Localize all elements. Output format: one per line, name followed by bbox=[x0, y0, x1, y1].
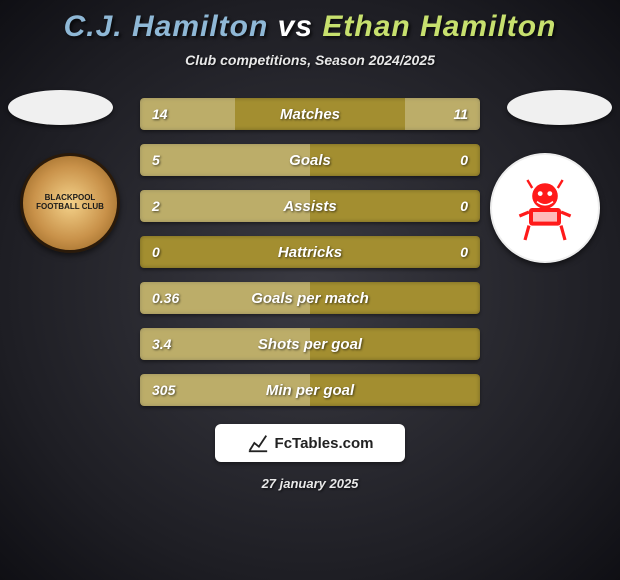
stat-label: Shots per goal bbox=[140, 328, 480, 360]
stat-row: 2Assists0 bbox=[140, 190, 480, 222]
player2-name: Ethan Hamilton bbox=[322, 10, 556, 43]
stat-value-right: 0 bbox=[460, 190, 468, 222]
stat-value-right: 11 bbox=[453, 98, 468, 130]
imp-icon bbox=[505, 168, 585, 248]
stat-value-right: 0 bbox=[460, 236, 468, 268]
stat-label: Matches bbox=[140, 98, 480, 130]
subtitle: Club competitions, Season 2024/2025 bbox=[0, 52, 620, 68]
player2-club-crest bbox=[490, 153, 600, 263]
stat-label: Goals bbox=[140, 144, 480, 176]
chart-icon bbox=[247, 432, 269, 454]
comparison-chart: BLACKPOOL FOOTBALL CLUB 14Matches11 5Goal… bbox=[0, 98, 620, 406]
player2-headshot bbox=[507, 90, 612, 125]
crest-left-text: BLACKPOOL FOOTBALL CLUB bbox=[23, 194, 117, 212]
stat-row: 5Goals0 bbox=[140, 144, 480, 176]
stat-row: 14Matches11 bbox=[140, 98, 480, 130]
brand-text: FcTables.com bbox=[275, 435, 374, 452]
stat-label: Hattricks bbox=[140, 236, 480, 268]
stat-rows: 14Matches115Goals02Assists00Hattricks00.… bbox=[140, 98, 480, 406]
stat-row: 0Hattricks0 bbox=[140, 236, 480, 268]
stat-row: 0.36Goals per match bbox=[140, 282, 480, 314]
page-title: C.J. Hamilton vs Ethan Hamilton bbox=[0, 0, 620, 44]
stat-value-right: 0 bbox=[460, 144, 468, 176]
stat-row: 3.4Shots per goal bbox=[140, 328, 480, 360]
player1-name: C.J. Hamilton bbox=[64, 10, 269, 43]
stat-label: Assists bbox=[140, 190, 480, 222]
stat-label: Min per goal bbox=[140, 374, 480, 406]
vs-word: vs bbox=[278, 10, 313, 43]
player1-headshot bbox=[8, 90, 113, 125]
stat-label: Goals per match bbox=[140, 282, 480, 314]
stat-row: 305Min per goal bbox=[140, 374, 480, 406]
date-text: 27 january 2025 bbox=[0, 476, 620, 491]
player1-club-crest: BLACKPOOL FOOTBALL CLUB bbox=[20, 153, 120, 253]
brand-badge: FcTables.com bbox=[215, 424, 405, 462]
